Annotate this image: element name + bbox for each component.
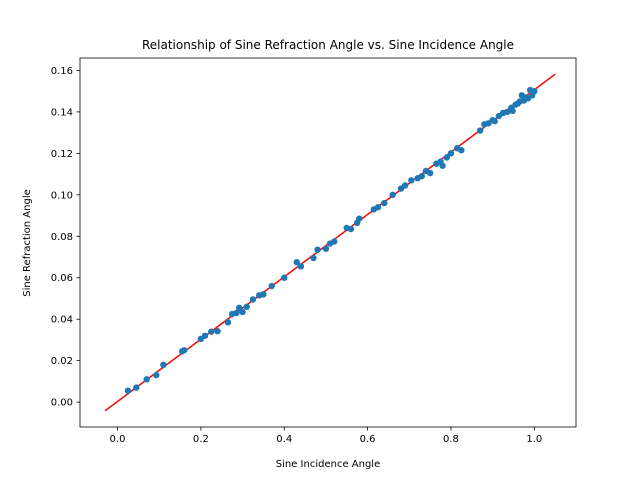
data-point (310, 254, 317, 262)
data-point (239, 308, 246, 316)
y-tick-label: 0.14 (51, 107, 73, 118)
data-point (381, 199, 388, 207)
x-tick-label: 0.0 (110, 434, 126, 445)
data-point (408, 177, 415, 184)
data-point (133, 384, 140, 391)
y-tick-label: 0.06 (51, 273, 73, 284)
data-point (401, 182, 409, 189)
y-tick-label: 0.12 (51, 149, 73, 160)
y-tick-label: 0.10 (51, 190, 73, 201)
data-point (143, 376, 150, 383)
data-point (160, 361, 167, 369)
y-tick-label: 0.02 (51, 356, 73, 367)
x-tick-label: 0.4 (276, 434, 292, 445)
data-point (260, 291, 267, 298)
x-axis-label: Sine Incidence Angle (276, 459, 380, 470)
plot-area: 0.0 0.2 0.4 0.6 0.8 1.0 0.00 0.02 0.04 0.06 0.08 0.… (51, 57, 577, 445)
x-tick-label: 0.6 (360, 434, 376, 445)
data-point (491, 118, 498, 125)
x-tick-label: 1.0 (526, 434, 542, 445)
data-point (356, 215, 363, 222)
data-point (439, 162, 446, 169)
data-point (214, 328, 221, 335)
data-point (331, 238, 338, 245)
data-point (201, 332, 209, 339)
data-point (347, 225, 355, 233)
data-point (322, 245, 330, 252)
chart-title: Relationship of Sine Refraction Angle vs… (142, 38, 514, 52)
data-point (293, 258, 300, 266)
data-point (224, 319, 232, 326)
data-point (208, 328, 215, 335)
data-point (181, 347, 188, 354)
data-point (426, 169, 434, 177)
data-point (249, 296, 257, 303)
data-point (418, 172, 425, 180)
data-point (476, 127, 484, 134)
y-tick-label: 0.08 (51, 232, 73, 243)
data-point (443, 154, 450, 161)
y-tick-label: 0.00 (51, 398, 73, 409)
x-tick-label: 0.8 (443, 434, 459, 445)
x-tick-label: 0.2 (193, 434, 209, 445)
data-point (374, 204, 382, 211)
data-point (153, 371, 160, 379)
data-point (243, 303, 250, 310)
data-point (458, 147, 465, 154)
data-point (509, 107, 516, 115)
data-point (281, 274, 288, 281)
data-point (297, 263, 305, 270)
y-tick-label: 0.16 (51, 66, 73, 77)
data-point (314, 246, 321, 253)
y-tick-label: 0.04 (51, 315, 73, 326)
y-axis-label: Sine Refraction Angle (22, 189, 33, 297)
axes-frame (79, 57, 577, 428)
data-point (504, 108, 511, 116)
data-point (447, 150, 455, 157)
data-point (531, 87, 538, 95)
data-point (124, 387, 132, 394)
data-point (268, 282, 275, 290)
data-point (233, 309, 240, 317)
data-point (389, 191, 396, 199)
